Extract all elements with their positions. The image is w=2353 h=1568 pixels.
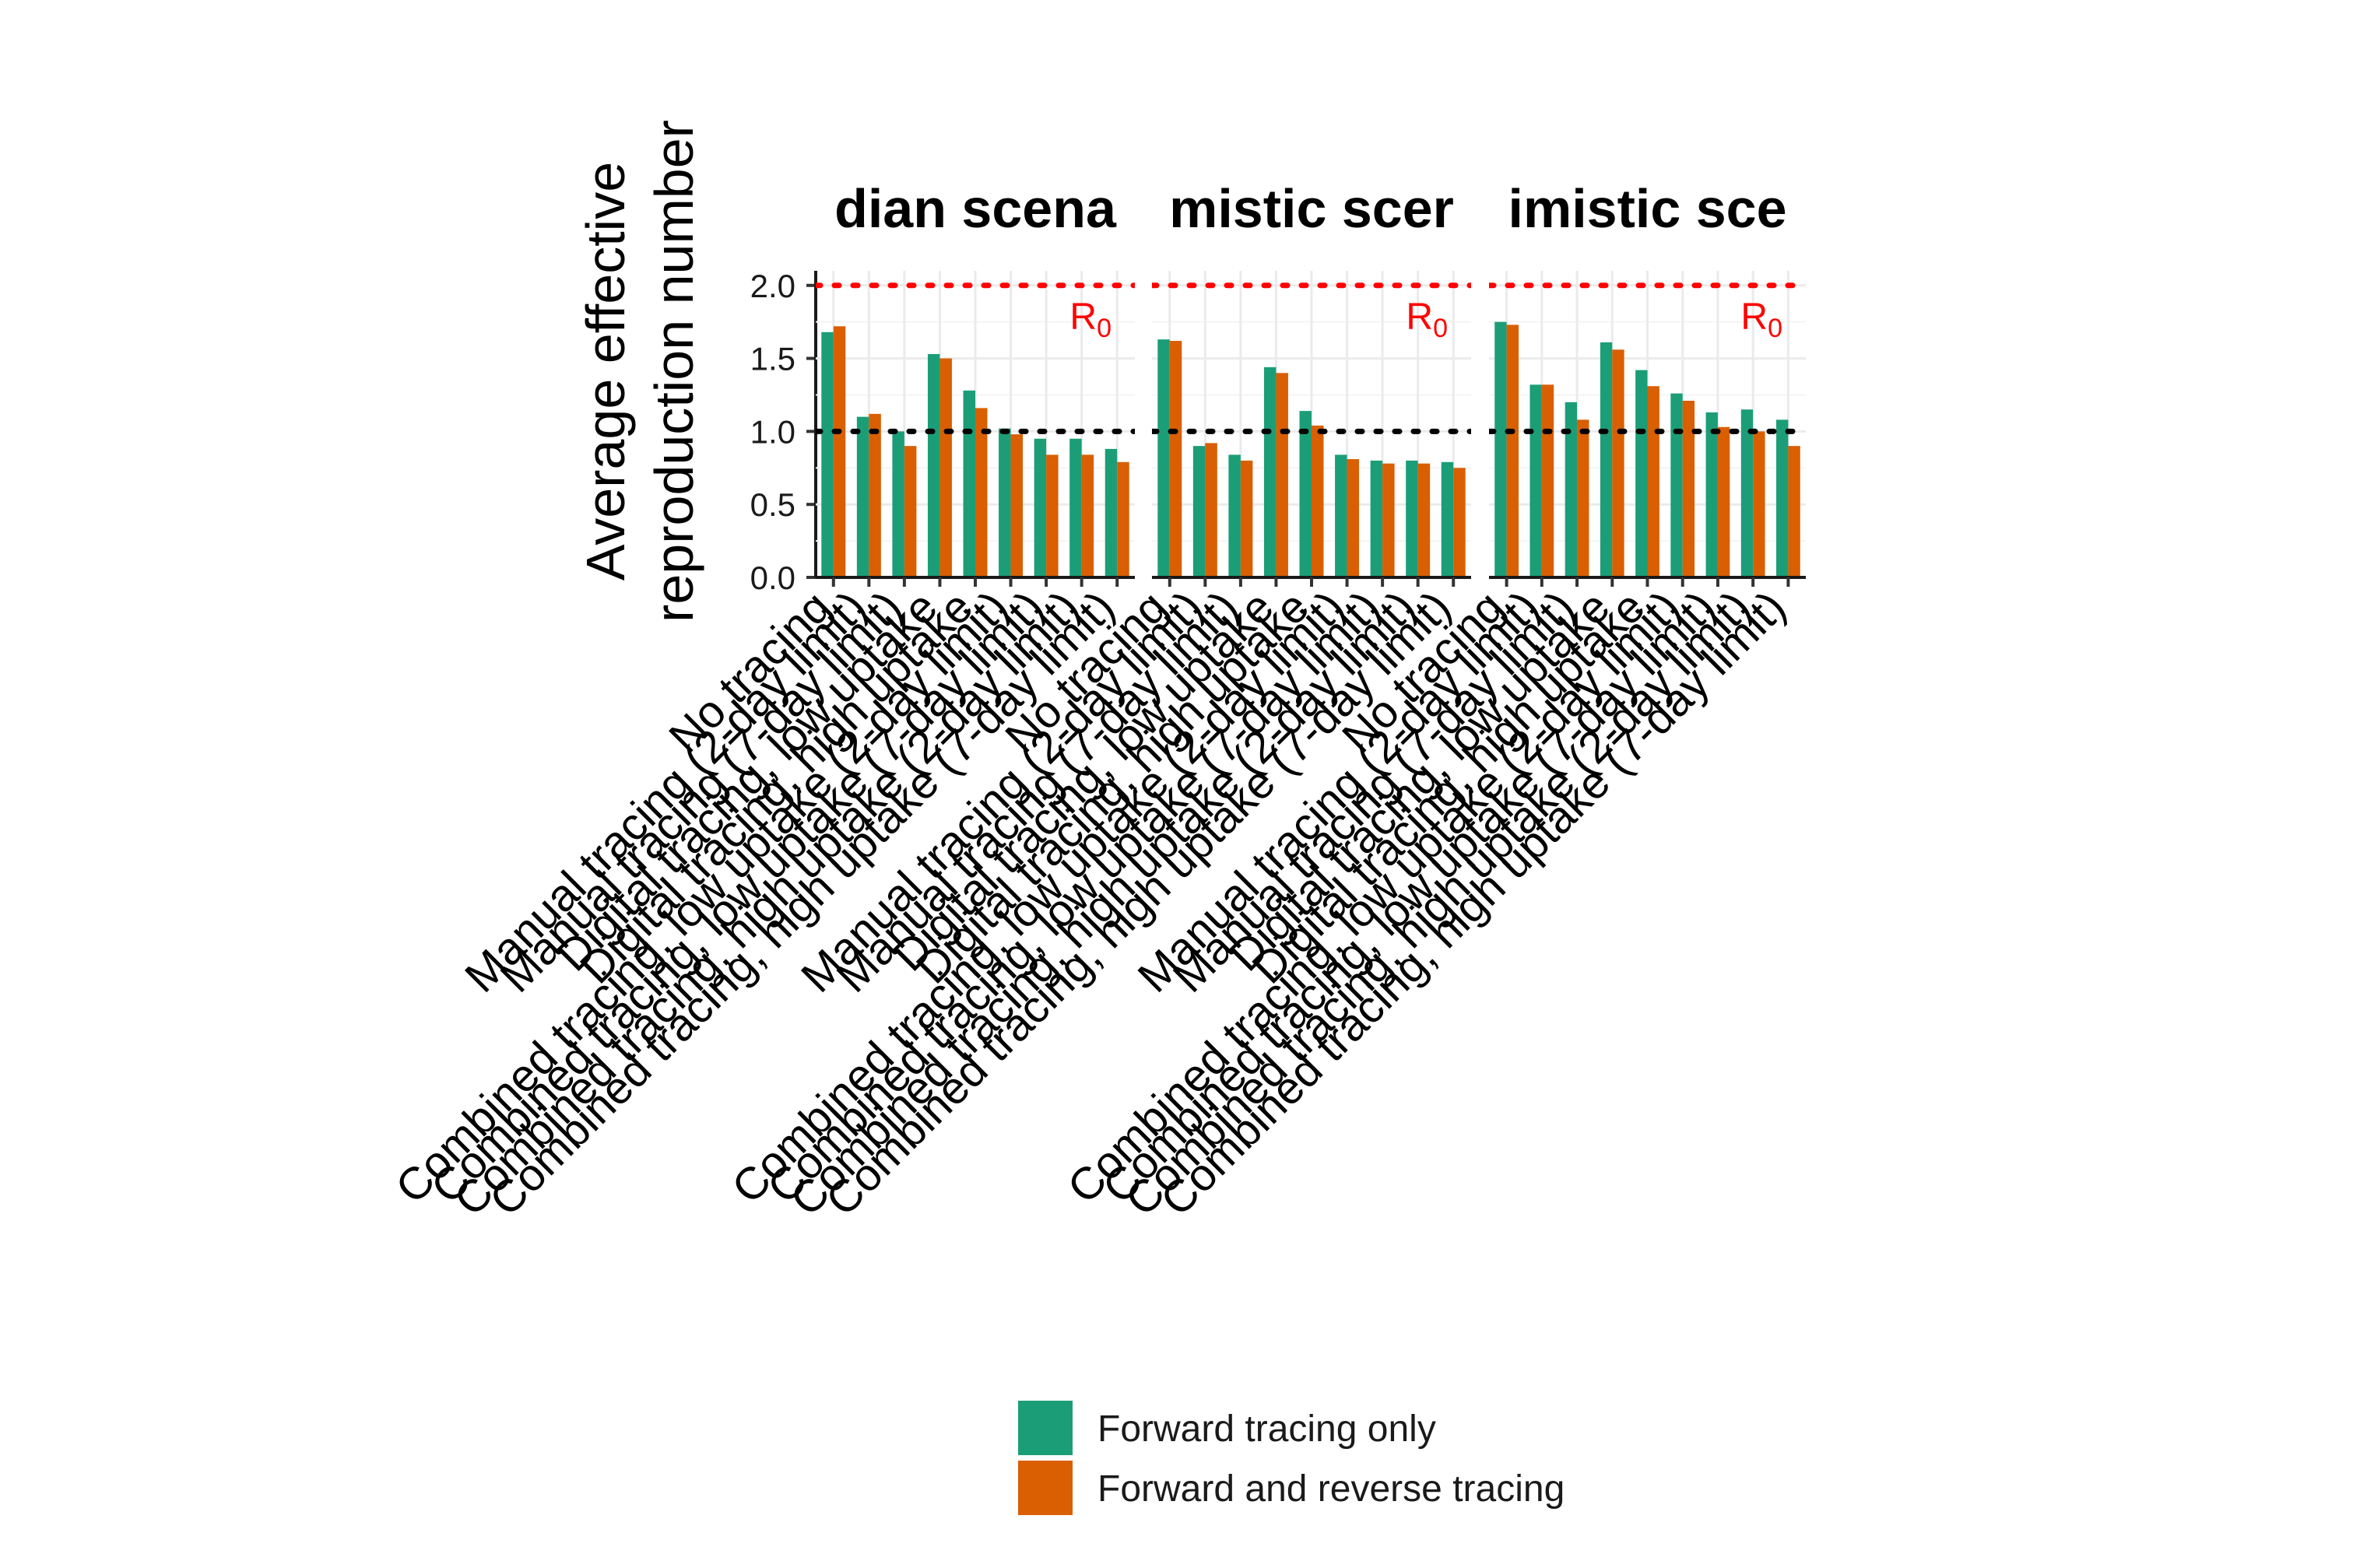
bar (1370, 460, 1383, 577)
bar (1105, 448, 1118, 577)
bar (1647, 386, 1659, 577)
bar (1312, 425, 1324, 577)
bar (1169, 341, 1182, 577)
bar (1117, 461, 1129, 577)
bar (963, 390, 975, 577)
y-axis-title-line-2: reproduction number (644, 120, 704, 623)
reference-label: R0 (1740, 296, 1782, 343)
bar (1347, 459, 1360, 577)
bar (975, 408, 988, 577)
y-tick-label: 1.0 (750, 413, 795, 450)
legend-swatch-forward-reverse (1018, 1461, 1073, 1515)
bar (1453, 468, 1466, 577)
bar (1494, 321, 1507, 577)
bar (1776, 419, 1789, 577)
bar (869, 413, 881, 577)
bar (939, 358, 952, 577)
facet-title: mistic scer (1169, 178, 1454, 239)
legend-swatch-forward (1018, 1401, 1073, 1455)
bar (1670, 393, 1683, 577)
bar (1010, 434, 1024, 577)
bar (892, 431, 904, 577)
bar (1635, 370, 1648, 577)
legend-label-forward: Forward tracing only (1097, 1408, 1436, 1450)
y-tick-label: 1.5 (750, 341, 795, 377)
bar (1069, 438, 1082, 577)
facet-title: imistic sce (1508, 178, 1787, 239)
bar (999, 428, 1011, 577)
bar (1529, 384, 1542, 577)
bar (1299, 411, 1312, 577)
bar (1081, 454, 1094, 577)
y-axis-title-line-1: Average effective (575, 162, 636, 581)
legend-label-forward-reverse: Forward and reverse tracing (1097, 1468, 1565, 1510)
bar (927, 353, 940, 577)
bar (1417, 463, 1431, 577)
bar (904, 446, 917, 577)
reference-label: R0 (1069, 296, 1112, 343)
bar (1717, 426, 1730, 577)
bar (1263, 367, 1277, 577)
bar (1565, 402, 1578, 577)
bar (1612, 349, 1624, 577)
bar (833, 326, 846, 577)
bar (1682, 400, 1695, 577)
bar (1577, 419, 1589, 577)
bar (856, 416, 869, 577)
bar (1705, 412, 1718, 577)
bar (1753, 431, 1765, 577)
bar (1205, 443, 1217, 577)
bar (1600, 342, 1613, 577)
bar (1541, 384, 1554, 577)
bar (1192, 446, 1206, 577)
bar (1441, 461, 1454, 577)
y-tick-label: 2.0 (750, 268, 795, 304)
bar (821, 331, 834, 577)
bar (1740, 409, 1754, 577)
y-axis-title: Average effective reproduction number (575, 120, 704, 623)
bar (1276, 373, 1288, 577)
facet-title: dian scena (834, 178, 1117, 239)
y-axis: 0.0 0.5 1.0 1.5 2.0 (750, 268, 817, 596)
bar (1228, 454, 1241, 577)
reference-label: R0 (1406, 296, 1448, 343)
bar (1240, 460, 1253, 577)
bar (1034, 438, 1047, 577)
bar (1406, 460, 1418, 577)
bar (1788, 446, 1800, 577)
bar (1382, 463, 1395, 577)
y-tick-label: 0.5 (750, 486, 795, 523)
bar (1335, 454, 1347, 577)
bar (1046, 454, 1059, 577)
y-tick-label: 0.0 (750, 559, 795, 596)
legend: Forward tracing only Forward and reverse… (1018, 1401, 1565, 1515)
bar (1157, 339, 1170, 577)
bar (1506, 324, 1519, 577)
